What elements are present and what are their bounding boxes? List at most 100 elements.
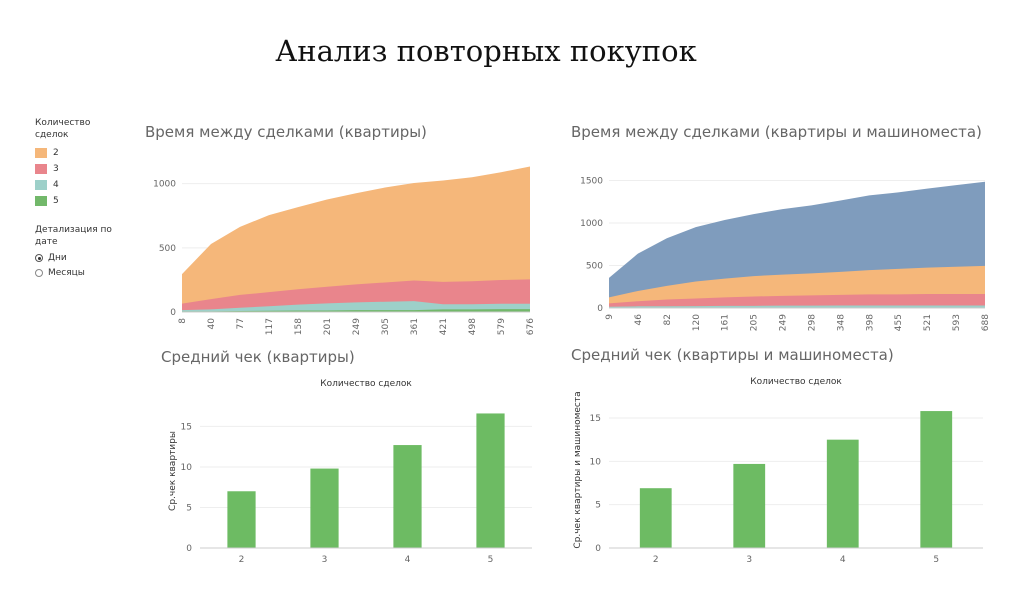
x-tick-label: 249 [779, 314, 789, 331]
y-tick-label: 5 [595, 501, 601, 511]
y-tick-label: 15 [181, 422, 192, 432]
x-tick-label: 421 [439, 318, 449, 335]
area-series-5 [609, 305, 985, 308]
y-tick-label: 500 [159, 244, 176, 254]
bar-4 [826, 439, 859, 548]
y-axis-title: Ср.чек квартиры и машиноместа [573, 391, 583, 548]
chart-title: Время между сделками (квартиры и машином… [571, 123, 982, 141]
bar-3 [733, 463, 766, 548]
x-tick-label: 298 [807, 314, 817, 331]
x-tick-label: 688 [981, 314, 991, 331]
legend-label: 2 [53, 148, 59, 158]
x-tick-label: 3 [746, 555, 752, 565]
date-detail-filter: Детализация по дате Дни Месяцы [35, 224, 115, 280]
page-title: Анализ повторных покупок [275, 34, 697, 68]
radio-button[interactable] [35, 268, 43, 277]
x-axis-title: Количество сделок [320, 379, 412, 389]
legend-swatch [35, 164, 47, 174]
x-tick-label: 82 [663, 314, 673, 325]
legend-swatch [35, 196, 47, 206]
x-tick-label: 305 [381, 318, 391, 335]
legend-label: 3 [53, 164, 59, 174]
x-tick-label: 158 [294, 318, 304, 335]
y-tick-label: 0 [595, 544, 601, 554]
x-tick-label: 4 [405, 555, 411, 565]
x-tick-label: 498 [468, 318, 478, 335]
y-tick-label: 15 [590, 414, 601, 424]
radio-label: Дни [48, 252, 67, 263]
x-tick-label: 348 [836, 314, 846, 331]
y-axis-title: Ср.чек квартиры [168, 431, 178, 511]
chart-title: Средний чек (квартиры) [161, 348, 355, 366]
legend-swatch [35, 148, 47, 158]
x-tick-label: 361 [410, 318, 420, 335]
chart-title: Средний чек (квартиры и машиноместа) [571, 346, 894, 364]
y-tick-label: 500 [586, 262, 603, 272]
legend-swatch [35, 180, 47, 190]
bar-2 [227, 491, 256, 548]
x-tick-label: 9 [605, 314, 615, 320]
bar-chart-apartments-parking: Количество сделок 0 5 10 15 Ср.чек квартиры и… [565, 370, 990, 575]
x-tick-label: 40 [207, 318, 217, 330]
area-series-4 [609, 293, 985, 308]
y-tick-label: 0 [597, 304, 603, 314]
legend-label: 4 [53, 180, 59, 190]
x-tick-label: 3 [322, 555, 328, 565]
x-tick-label: 455 [894, 314, 904, 331]
y-tick-label: 0 [186, 544, 192, 554]
legend-item-2[interactable]: 2 [35, 145, 115, 161]
x-tick-label: 249 [352, 318, 362, 335]
x-tick-label: 77 [236, 318, 246, 329]
y-tick-label: 5 [186, 503, 192, 513]
radio-button[interactable] [35, 253, 43, 262]
y-tick-label: 10 [590, 457, 602, 467]
x-tick-label: 46 [634, 314, 644, 326]
y-tick-label: 1000 [580, 219, 603, 229]
bar-chart-apartments: Количество сделок 0 5 10 15 Ср.чек квартиры 2 3… [160, 372, 540, 572]
x-tick-label: 398 [865, 314, 875, 331]
x-tick-label: 5 [488, 555, 494, 565]
x-axis-title: Количество сделок [750, 377, 842, 387]
legend: Количество сделок 2 3 4 5 [35, 117, 115, 209]
x-tick-label: 593 [952, 314, 962, 331]
date-detail-title: Детализация по дате [35, 225, 112, 247]
legend-item-5[interactable]: 5 [35, 193, 115, 209]
area-chart-apartments-parking: 0 500 1000 1500 9 46 82 120 161 205 249 298 348 398 45… [565, 150, 991, 335]
legend-item-3[interactable]: 3 [35, 161, 115, 177]
area-series-3 [182, 279, 530, 312]
chart-title: Время между сделками (квартиры) [145, 123, 427, 141]
bar-3 [310, 468, 339, 548]
legend-label: 5 [53, 196, 59, 206]
area-series-5 [182, 309, 530, 312]
y-tick-label: 1500 [580, 177, 603, 187]
x-tick-label: 205 [750, 314, 760, 331]
bar-4 [393, 445, 422, 548]
bar-5 [920, 411, 953, 548]
x-tick-label: 2 [653, 555, 659, 565]
radio-option-months[interactable]: Месяцы [35, 265, 115, 280]
x-tick-label: 161 [721, 314, 731, 331]
bar-2 [639, 488, 672, 548]
radio-label: Месяцы [48, 267, 85, 278]
area-series-2 [182, 166, 530, 312]
x-tick-label: 521 [923, 314, 933, 331]
x-tick-label: 120 [692, 314, 702, 331]
x-tick-label: 2 [239, 555, 245, 565]
radio-option-days[interactable]: Дни [35, 250, 115, 265]
x-tick-label: 8 [178, 318, 188, 324]
y-tick-label: 1000 [153, 180, 176, 190]
area-chart-apartments: 0 500 1000 8 40 77 117 158 201 249 305 361 421 498 579… [145, 150, 536, 335]
x-tick-label: 676 [526, 318, 536, 335]
x-tick-label: 5 [933, 555, 939, 565]
area-series-4 [182, 301, 530, 312]
x-tick-label: 579 [497, 318, 507, 335]
legend-title: Количество сделок [35, 118, 91, 140]
y-tick-label: 0 [170, 308, 176, 318]
bar-5 [476, 413, 505, 548]
x-tick-label: 4 [840, 555, 846, 565]
x-tick-label: 201 [323, 318, 333, 335]
x-tick-label: 117 [265, 318, 275, 335]
y-tick-label: 10 [181, 463, 193, 473]
legend-item-4[interactable]: 4 [35, 177, 115, 193]
